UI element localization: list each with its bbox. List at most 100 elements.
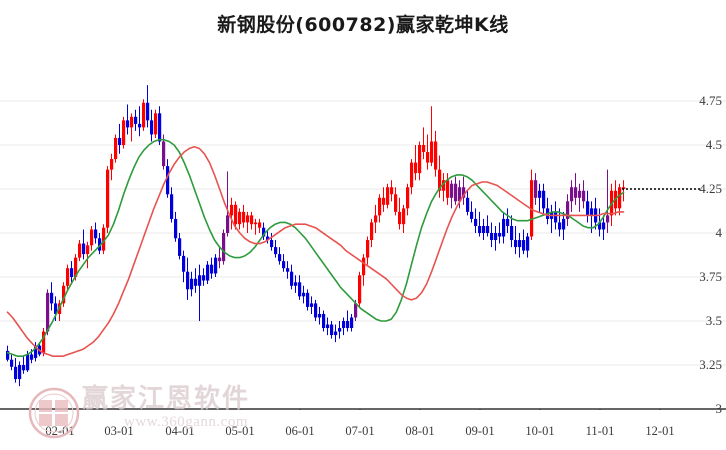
candle-body bbox=[518, 240, 522, 248]
candle-body bbox=[354, 303, 358, 318]
candle-body bbox=[174, 218, 178, 239]
candle-body bbox=[102, 227, 106, 251]
candle-body bbox=[198, 275, 202, 286]
candle-body bbox=[386, 187, 390, 205]
candle-body bbox=[214, 257, 218, 274]
candle-body bbox=[426, 152, 430, 163]
candle-body bbox=[502, 218, 506, 237]
candle-body bbox=[258, 222, 262, 228]
candle-body bbox=[558, 222, 562, 230]
candle-body bbox=[574, 187, 578, 198]
candle-body bbox=[166, 166, 170, 195]
candle-body bbox=[182, 255, 186, 272]
candle-body bbox=[398, 211, 402, 225]
candle-body bbox=[262, 227, 266, 237]
chart-svg bbox=[0, 85, 726, 410]
candle-body bbox=[378, 197, 382, 216]
candle-body bbox=[74, 257, 78, 277]
candle-body bbox=[194, 278, 198, 286]
candle-body bbox=[514, 240, 518, 248]
candle-body bbox=[582, 190, 586, 202]
watermark-url: www.360gann.com bbox=[124, 414, 249, 430]
candle-body bbox=[278, 254, 282, 262]
candle-body bbox=[322, 313, 326, 329]
candle-body bbox=[478, 225, 482, 233]
candle-body bbox=[98, 238, 102, 251]
x-axis-tick-label: 07-01 bbox=[345, 424, 375, 438]
x-axis: 02-01 03-01 04-01 05-01 06-01 07-01 08-01 09-01… bbox=[0, 424, 726, 450]
candle-body bbox=[446, 180, 450, 198]
candle-body bbox=[490, 233, 494, 241]
candle-body bbox=[542, 190, 546, 209]
candle-body bbox=[506, 218, 510, 226]
candle-body bbox=[282, 261, 286, 269]
candle-body bbox=[486, 225, 490, 233]
x-axis-tick-label: 05-01 bbox=[225, 424, 255, 438]
x-axis-tick-label: 03-01 bbox=[104, 424, 134, 438]
candle-body bbox=[374, 215, 378, 223]
candle-body bbox=[210, 264, 214, 274]
x-axis-tick-label: 08-01 bbox=[405, 424, 435, 438]
candle-body bbox=[218, 257, 222, 262]
ma-line bbox=[6, 146, 625, 358]
candle-body bbox=[494, 233, 498, 241]
candle-body bbox=[54, 303, 58, 314]
candle-body bbox=[6, 350, 10, 360]
candle-body bbox=[366, 240, 370, 258]
candle-body bbox=[326, 324, 330, 329]
candle-body bbox=[330, 324, 334, 336]
candle-body bbox=[462, 187, 466, 198]
candle-body bbox=[526, 236, 530, 251]
candle-body bbox=[234, 204, 238, 225]
candle-body bbox=[190, 278, 194, 290]
candle-body bbox=[482, 225, 486, 233]
candle-body bbox=[450, 183, 454, 198]
candle-body bbox=[414, 162, 418, 174]
candle-body bbox=[270, 240, 274, 248]
candle-body bbox=[66, 268, 70, 286]
candle-body bbox=[10, 359, 14, 367]
x-axis-tick-label: 11-01 bbox=[585, 424, 615, 438]
candle-body bbox=[186, 271, 190, 290]
candle-body bbox=[342, 321, 346, 329]
candle-body bbox=[522, 240, 526, 251]
candle-body bbox=[362, 257, 366, 276]
candle-body bbox=[50, 292, 54, 304]
candle-body bbox=[466, 197, 470, 212]
watermark-brand: 赢家江恩软件 bbox=[82, 384, 251, 414]
candle-body bbox=[358, 275, 362, 304]
candle-body bbox=[294, 282, 298, 286]
candle-body bbox=[566, 201, 570, 219]
candle-body bbox=[530, 180, 534, 237]
candle-body bbox=[430, 141, 434, 163]
candle-body bbox=[138, 123, 142, 128]
candle-body bbox=[570, 187, 574, 202]
candle-body bbox=[598, 222, 602, 230]
candle-body bbox=[70, 268, 74, 277]
candle-body bbox=[82, 243, 86, 255]
candle-body bbox=[382, 197, 386, 205]
ma-line bbox=[6, 138, 625, 358]
candle-body bbox=[390, 187, 394, 195]
candle-body bbox=[454, 183, 458, 202]
candle-body bbox=[178, 238, 182, 256]
candle-body bbox=[62, 285, 66, 304]
candle-body bbox=[34, 345, 38, 358]
x-axis-tick-label: 10-01 bbox=[525, 424, 555, 438]
candle-body bbox=[14, 366, 18, 380]
candle-body bbox=[554, 211, 558, 223]
candle-body bbox=[86, 245, 90, 255]
candle-body bbox=[602, 222, 606, 230]
candle-body bbox=[158, 113, 162, 142]
candle-body bbox=[394, 194, 398, 212]
candle-body bbox=[470, 211, 474, 219]
candle-body bbox=[458, 187, 462, 202]
candle-body bbox=[474, 218, 478, 226]
candle-body bbox=[26, 354, 30, 371]
candle-body bbox=[562, 218, 566, 230]
moving-average-lines bbox=[6, 138, 625, 358]
candle-body bbox=[306, 292, 310, 307]
candle-body bbox=[126, 120, 130, 128]
candle-body bbox=[310, 303, 314, 307]
candlestick-series bbox=[6, 85, 626, 387]
